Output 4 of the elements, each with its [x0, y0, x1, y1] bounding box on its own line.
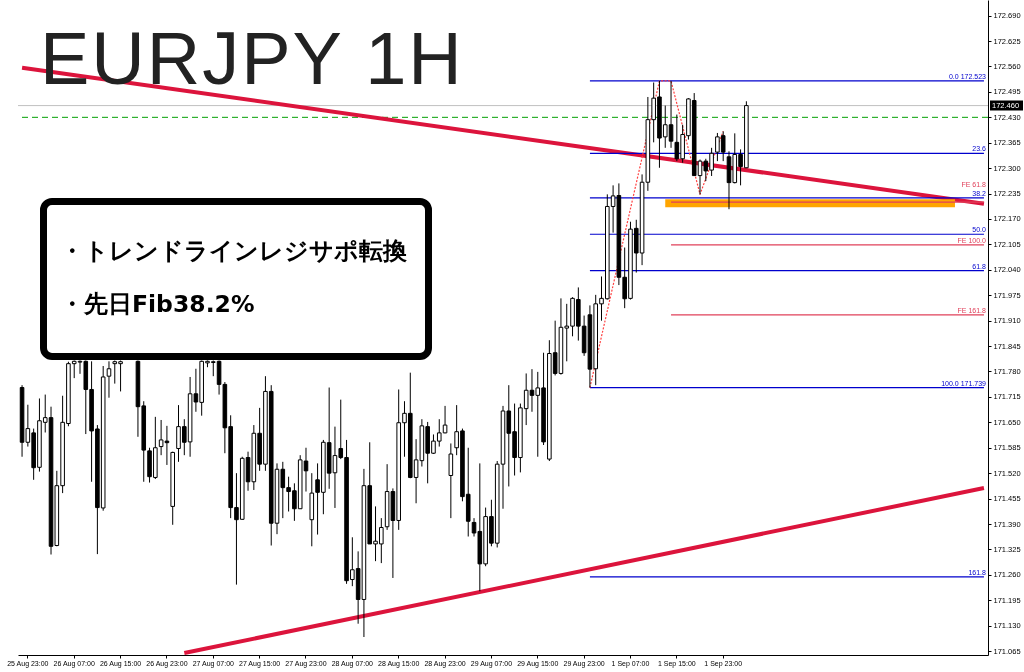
annotation: ・先日Fib38.2% [60, 290, 255, 318]
candlestick [448, 442, 454, 519]
chart-title: EURJPY 1H [40, 17, 464, 100]
annotation: ・トレンドラインレジサポ転換 [60, 237, 407, 265]
